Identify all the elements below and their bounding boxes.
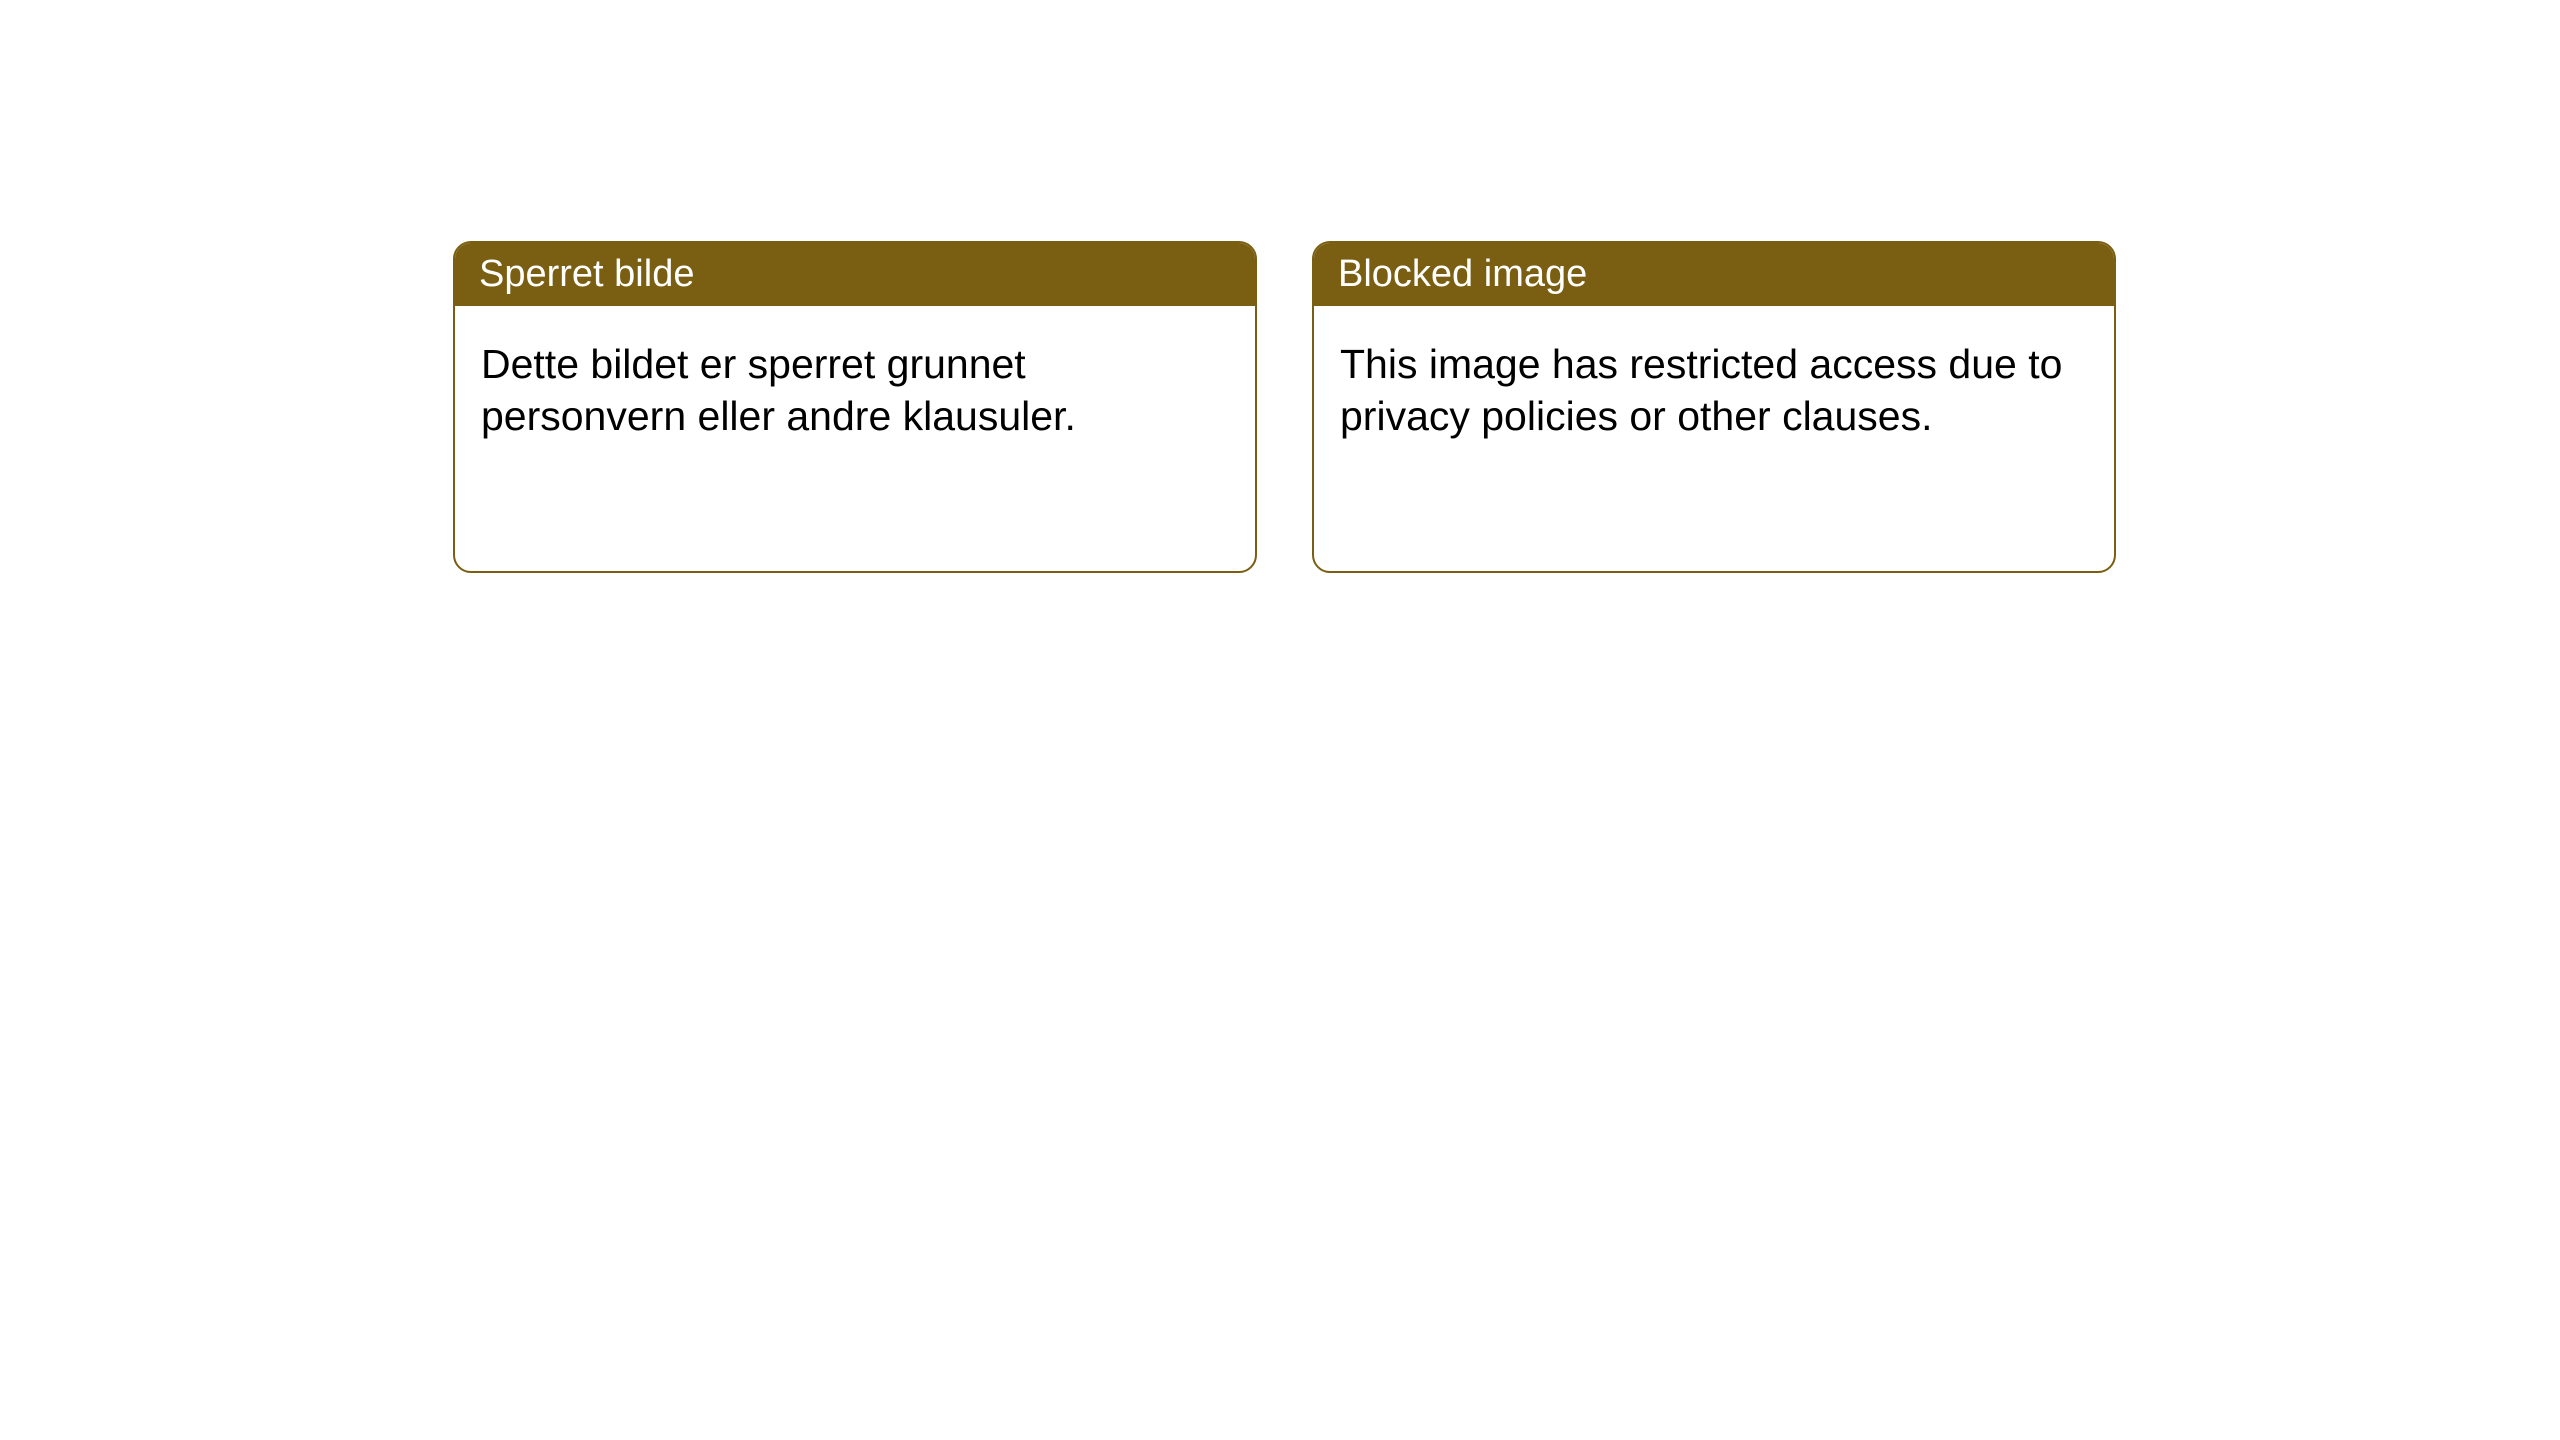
notice-title: Sperret bilde bbox=[479, 253, 694, 295]
notice-text: Dette bildet er sperret grunnet personve… bbox=[481, 341, 1076, 439]
notice-title: Blocked image bbox=[1338, 253, 1587, 295]
notice-body: This image has restricted access due to … bbox=[1314, 306, 2114, 475]
notice-header: Blocked image bbox=[1314, 243, 2114, 306]
notice-header: Sperret bilde bbox=[455, 243, 1255, 306]
notice-box-english: Blocked image This image has restricted … bbox=[1312, 241, 2116, 573]
notice-body: Dette bildet er sperret grunnet personve… bbox=[455, 306, 1255, 475]
notice-text: This image has restricted access due to … bbox=[1340, 341, 2062, 439]
notice-box-norwegian: Sperret bilde Dette bildet er sperret gr… bbox=[453, 241, 1257, 573]
notice-container: Sperret bilde Dette bildet er sperret gr… bbox=[453, 241, 2116, 573]
